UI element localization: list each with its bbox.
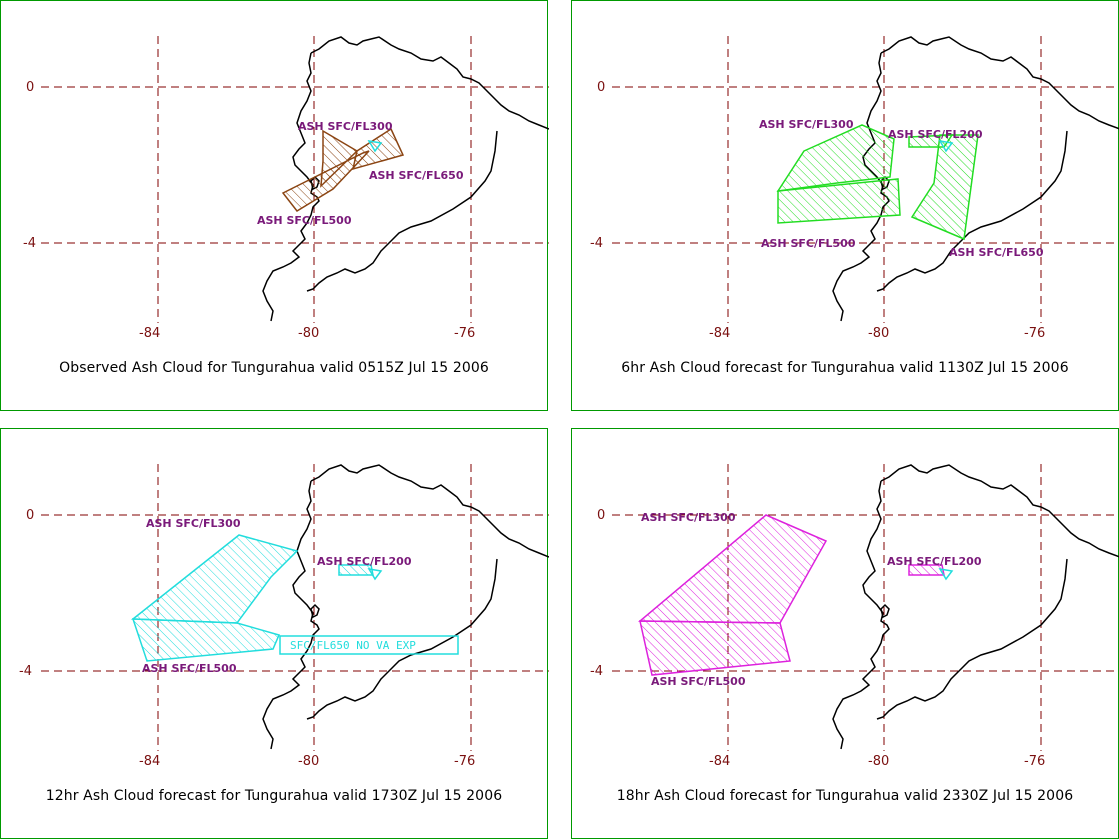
lat-tick-0: 0 xyxy=(26,80,34,95)
lon-tick-minus76: -76 xyxy=(1024,754,1045,769)
panel-caption: 18hr Ash Cloud forecast for Tungurahua v… xyxy=(616,788,1074,804)
volcano-marker-icon xyxy=(938,139,954,153)
grid xyxy=(612,36,1119,323)
lon-tick-minus84: -84 xyxy=(709,754,730,769)
panel-caption: 12hr Ash Cloud forecast for Tungurahua v… xyxy=(45,788,503,804)
lon-tick-minus76: -76 xyxy=(454,754,475,769)
panel-caption: Observed Ash Cloud for Tungurahua valid … xyxy=(59,360,489,376)
map-canvas: 0 -4 -84 -80 -76 ASH SFC/FL300 ASH SFC/F… xyxy=(590,36,1119,341)
ash-polygons xyxy=(776,124,979,241)
ash-polygon-fl300 xyxy=(637,514,828,624)
lat-tick-minus4: -4 xyxy=(590,236,603,251)
ash-label-fl650: ASH SFC/FL650 xyxy=(369,169,464,182)
ash-label-fl200: ASH SFC/FL200 xyxy=(887,555,982,568)
lon-tick-minus76: -76 xyxy=(454,326,475,341)
lat-tick-0: 0 xyxy=(597,508,605,523)
map-panel-6hr: 0 -4 -84 -80 -76 ASH SFC/FL300 ASH SFC/F… xyxy=(571,0,1119,411)
lon-tick-minus84: -84 xyxy=(709,326,730,341)
ash-polygon-fl500 xyxy=(281,150,370,212)
ash-polygon-fl500 xyxy=(777,178,901,224)
lat-tick-0: 0 xyxy=(26,508,34,523)
lat-tick-minus4: -4 xyxy=(590,664,603,679)
ash-polygon-fl500 xyxy=(131,618,281,662)
coastline xyxy=(262,464,549,750)
grid xyxy=(41,464,549,751)
map-canvas: 0 -4 -84 -80 -76 ASH SFC/FL300 ASH SFC/F… xyxy=(23,36,549,341)
map-canvas: 0 -4 -84 -80 -76 SFC/FL650 NO VA EXP ASH… xyxy=(19,464,549,769)
lat-tick-minus4: -4 xyxy=(23,236,36,251)
lon-tick-minus80: -80 xyxy=(298,326,319,341)
lon-tick-minus84: -84 xyxy=(139,754,160,769)
ash-polygons xyxy=(281,127,405,212)
ash-polygon-fl650 xyxy=(351,127,405,171)
lon-tick-minus80: -80 xyxy=(298,754,319,769)
map-panel-12hr: 0 -4 -84 -80 -76 SFC/FL650 NO VA EXP ASH… xyxy=(0,428,549,839)
ash-polygons xyxy=(637,514,945,676)
ash-label-fl200: ASH SFC/FL200 xyxy=(888,128,983,141)
lon-tick-minus76: -76 xyxy=(1024,326,1045,341)
ash-label-fl300: ASH SFC/FL300 xyxy=(146,517,241,530)
ash-label-fl650: ASH SFC/FL650 xyxy=(949,246,1044,259)
map-canvas: 0 -4 -84 -80 -76 ASH SFC/FL300 ASH SFC/F… xyxy=(590,464,1119,769)
ash-label-fl500: ASH SFC/FL500 xyxy=(761,237,856,250)
ash-polygon-fl650 xyxy=(910,134,979,241)
volcano-marker-icon xyxy=(367,139,383,153)
lat-tick-0: 0 xyxy=(597,80,605,95)
volcano-marker-icon xyxy=(938,567,954,581)
ash-label-fl300: ASH SFC/FL300 xyxy=(298,120,393,133)
ash-label-fl300: ASH SFC/FL300 xyxy=(759,118,854,131)
ash-label-fl300: ASH SFC/FL300 xyxy=(641,511,736,524)
panel-caption: 6hr Ash Cloud forecast for Tungurahua va… xyxy=(621,360,1069,376)
ash-label-fl500: ASH SFC/FL500 xyxy=(142,662,237,675)
no-ash-box-label: SFC/FL650 NO VA EXP xyxy=(290,639,416,652)
grid xyxy=(41,36,549,323)
ash-polygon-fl300 xyxy=(130,534,299,624)
map-panel-18hr: 0 -4 -84 -80 -76 ASH SFC/FL300 ASH SFC/F… xyxy=(571,428,1119,839)
ash-label-fl500: ASH SFC/FL500 xyxy=(651,675,746,688)
lat-tick-minus4: -4 xyxy=(19,664,32,679)
ash-polygon-fl500 xyxy=(639,620,791,676)
coastline xyxy=(832,464,1119,750)
ash-label-fl200: ASH SFC/FL200 xyxy=(317,555,412,568)
map-panel-observed: 0 -4 -84 -80 -76 ASH SFC/FL300 ASH SFC/F… xyxy=(0,0,549,411)
ash-polygons xyxy=(130,534,374,662)
no-ash-box xyxy=(279,635,459,655)
ash-label-fl500: ASH SFC/FL500 xyxy=(257,214,352,227)
lon-tick-minus80: -80 xyxy=(868,326,889,341)
volcano-marker-icon xyxy=(367,567,383,581)
lon-tick-minus84: -84 xyxy=(139,326,160,341)
lon-tick-minus80: -80 xyxy=(868,754,889,769)
